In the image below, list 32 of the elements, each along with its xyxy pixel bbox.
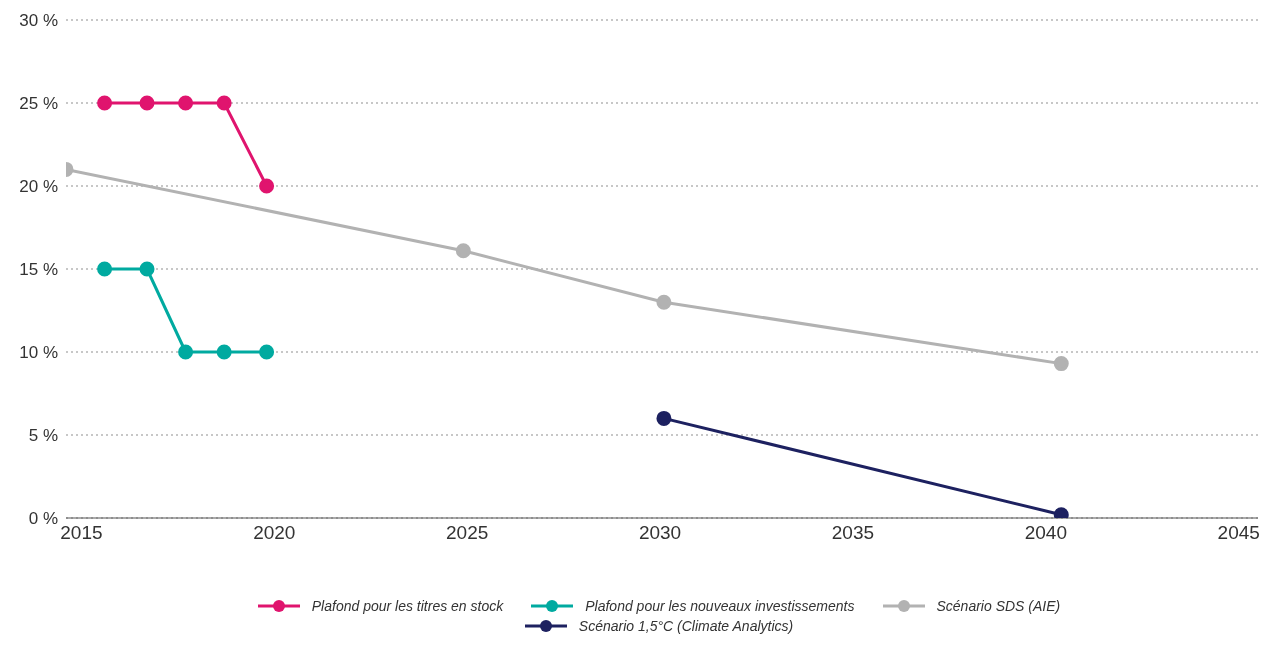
legend-label: Scénario 1,5°C (Climate Analytics) (577, 618, 794, 634)
point (216, 344, 232, 360)
y-tick-label: 25 % (19, 94, 58, 114)
x-tick-label: 2045 (1217, 522, 1260, 544)
point (139, 95, 155, 111)
x-tick-label: 2035 (831, 522, 875, 544)
y-tick-label: 0 % (28, 509, 58, 529)
x-tick-label: 2020 (253, 522, 296, 544)
point (259, 178, 275, 194)
y-tick-label: 20 % (19, 177, 58, 197)
point (97, 261, 113, 277)
legend-label: Plafond pour les nouveaux investissements (584, 598, 855, 614)
y-tick-label: 30 % (19, 11, 58, 31)
y-tick-label: 15 % (19, 260, 58, 280)
legend-label: Plafond pour les titres en stock (310, 598, 504, 614)
y-tick-label: 5 % (28, 426, 58, 446)
point (178, 95, 194, 111)
point (656, 294, 672, 310)
point (178, 344, 194, 360)
y-tick-label: 10 % (19, 343, 58, 363)
point (656, 410, 672, 426)
point (259, 344, 275, 360)
x-tick-label: 2040 (1024, 522, 1067, 544)
point (216, 95, 232, 111)
x-tick-label: 2030 (638, 522, 682, 544)
point (97, 95, 113, 111)
x-tick-label: 2015 (60, 522, 103, 544)
point (1053, 356, 1069, 372)
point (455, 243, 471, 259)
point (139, 261, 155, 277)
x-tick-label: 2025 (446, 522, 489, 544)
legend-label: Scénario SDS (AIE) (935, 598, 1061, 614)
